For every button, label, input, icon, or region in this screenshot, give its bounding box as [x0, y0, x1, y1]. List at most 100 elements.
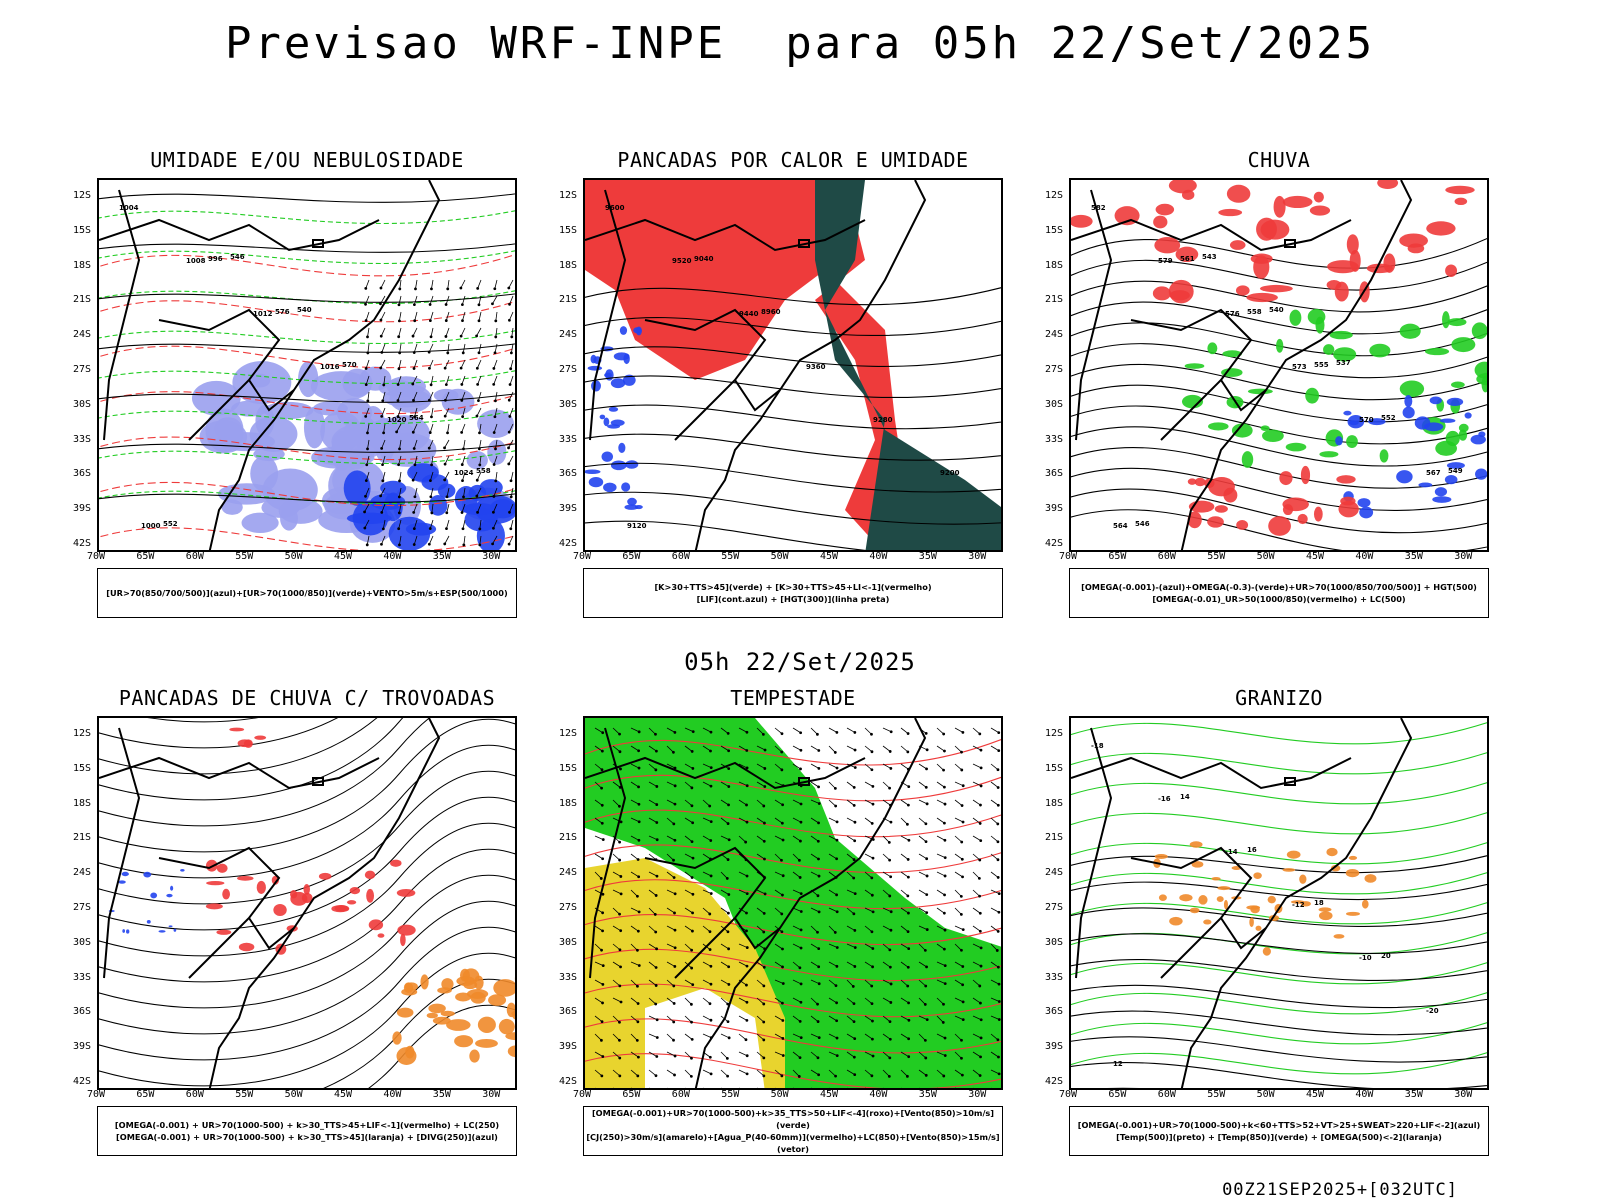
panel-3-lon-tick: 40W	[1355, 551, 1374, 562]
panel-5-lat-tick: 36S	[559, 1006, 578, 1018]
panel-3-lat-tick: 15S	[1045, 224, 1064, 236]
panel-5-lat-tick: 30S	[559, 936, 578, 948]
svg-text:552: 552	[1381, 414, 1396, 422]
panel-3-lon-tick: 60W	[1157, 551, 1176, 562]
panel-4-lat-tick: 21S	[73, 832, 92, 844]
panel-2-lat-tick: 15S	[559, 224, 578, 236]
panel-6-lon-tick: 50W	[1256, 1089, 1275, 1100]
panel-3-lat-tick: 12S	[1045, 190, 1064, 201]
panel-6-map-graphic: -18 -16 -14 -12 -10 -20 12 14 16 18 20	[1071, 718, 1487, 1088]
panel-1-lon-tick: 35W	[432, 551, 451, 562]
panel-3-lat-tick: 18S	[1045, 259, 1064, 271]
panel-6-lat-tick: 12S	[1045, 728, 1064, 739]
legend-line: [OMEGA(-0.001)-(azul)+OMEGA(-0.3)-(verde…	[1081, 582, 1477, 592]
panel-4-map	[97, 716, 517, 1090]
panel-4-lon-tick: 45W	[334, 1089, 353, 1100]
panel-4-lat-tick: 36S	[73, 1006, 92, 1018]
panel-3-lon-tick: 70W	[1059, 551, 1078, 562]
svg-text:9520: 9520	[672, 257, 692, 265]
svg-text:9200: 9200	[940, 469, 960, 477]
panel-1-lat-tick: 18S	[73, 259, 92, 271]
panel-2-lat-tick: 21S	[559, 294, 578, 306]
panel-1-lon-tick: 60W	[185, 551, 204, 562]
temp500-black-contours	[1071, 855, 1487, 1088]
panel-3-lon-tick: 50W	[1256, 551, 1275, 562]
legend-line: [LIF](cont.azul) + [HGT(300)](linha pret…	[696, 594, 890, 604]
legend-line: [OMEGA(-0.001)+UR>70(1000-500)+k<60+TTS>…	[1077, 1120, 1481, 1130]
humidity-deep-blue-area	[343, 463, 515, 550]
panel-6-lon-tick: 45W	[1306, 1089, 1325, 1100]
svg-text:558: 558	[1247, 308, 1262, 316]
svg-text:582: 582	[1091, 204, 1106, 212]
panel-4-lon-tick: 35W	[432, 1089, 451, 1100]
panel-4-lon-tick: 60W	[185, 1089, 204, 1100]
panel-5-title: TEMPESTADE	[730, 686, 856, 710]
panel-5-lat-tick: 18S	[559, 797, 578, 809]
panel-3-lat-tick: 24S	[1045, 329, 1064, 341]
svg-text:20: 20	[1381, 952, 1391, 960]
legend-line: [OMEGA(-0.001)+UR>70(1000-500)+k>35_TTS>…	[591, 1108, 995, 1130]
panel-3-lat-tick: 30S	[1045, 398, 1064, 410]
panel-5-lat-tick: 27S	[559, 902, 578, 913]
svg-text:570: 570	[342, 361, 357, 369]
legend-line: [K>30+TTS>45](verde) + [K>30+TTS>45+LI<-…	[654, 582, 932, 592]
panel-6-lat-tick: 21S	[1045, 832, 1064, 844]
panel-6-title: GRANIZO	[1235, 686, 1323, 710]
panel-3-lat-tick: 33S	[1045, 433, 1064, 445]
panel-2-lon-tick: 70W	[573, 551, 592, 562]
panel-3-lat-tick: 42S	[1045, 538, 1064, 549]
legend-line: [OMEGA(-0.001) + UR>70(1000-500) + k>30_…	[116, 1132, 498, 1142]
panel-1-lat-tick: 33S	[73, 433, 92, 445]
svg-text:537: 537	[1336, 359, 1351, 367]
panel-6-lat-tick: 24S	[1045, 867, 1064, 879]
panel-4-title: PANCADAS DE CHUVA C/ TROVOADAS	[118, 686, 496, 710]
svg-text:540: 540	[297, 306, 312, 314]
panel-5-lon-tick: 45W	[820, 1089, 839, 1100]
panel-5-lon-tick: 50W	[770, 1089, 789, 1100]
svg-text:12: 12	[1113, 1060, 1123, 1068]
hgt500-labels: 582 579 576 573 570 567 564 561 558 555 552 549 546 5…	[1091, 204, 1463, 530]
panel-3-legend: [OMEGA(-0.001)-(azul)+OMEGA(-0.3)-(verde…	[1069, 568, 1489, 618]
panel-1-lat-tick: 24S	[73, 329, 92, 341]
svg-text:573: 573	[1292, 363, 1307, 371]
wind-vectors-850	[594, 727, 1001, 1088]
panel-2-lat-tick: 27S	[559, 364, 578, 375]
wind-vectors	[363, 279, 514, 547]
svg-text:14: 14	[1180, 793, 1190, 801]
panel-1-lat-tick: 12S	[73, 190, 92, 201]
panel-4-lat-tick: 33S	[73, 971, 92, 983]
legend-line: [OMEGA(-0.01)_UR>50(1000/850)(vermelho) …	[1152, 594, 1406, 604]
panel-6-lat-tick: 42S	[1045, 1076, 1064, 1087]
panel-5-lat-tick: 15S	[559, 762, 578, 774]
svg-text:1000: 1000	[141, 522, 161, 530]
panel-4-lon-tick: 50W	[284, 1089, 303, 1100]
panel-5-lat-tick: 12S	[559, 728, 578, 739]
main-title: Previsao WRF-INPE para 05h 22/Set/2025	[224, 18, 1376, 69]
blue-divergence-areas	[108, 868, 185, 934]
panel-1-lon-tick: 70W	[87, 551, 106, 562]
svg-text:9280: 9280	[873, 416, 893, 424]
panel-2-lon-tick: 35W	[918, 551, 937, 562]
svg-text:-20: -20	[1426, 1007, 1439, 1015]
panel-2-lat-tick: 36S	[559, 468, 578, 480]
panel-2-lat-tick: 33S	[559, 433, 578, 445]
svg-text:9440: 9440	[739, 310, 759, 318]
legend-line: [CJ(250)>30m/s](amarelo)+[Agua_P(40-60mm…	[586, 1132, 1000, 1154]
pressure-labels: 1004 1008 1012 1016 1020 1024 1000 996 576 570 564…	[119, 204, 491, 530]
svg-text:-10: -10	[1359, 954, 1372, 962]
svg-text:549: 549	[1448, 467, 1463, 475]
run-info: 00Z21SEP2025+[032UTC]	[1222, 1180, 1458, 1200]
coastline	[1071, 718, 1413, 1088]
panel-5-lat-tick: 39S	[559, 1041, 578, 1053]
svg-text:567: 567	[1426, 469, 1441, 477]
red-omega-areas	[1071, 180, 1475, 304]
panel-3-lon-tick: 55W	[1207, 551, 1226, 562]
panel-3-title: CHUVA	[1247, 148, 1311, 172]
temp850-green-contours	[1071, 721, 1487, 1075]
panel-6-lon-tick: 55W	[1207, 1089, 1226, 1100]
svg-text:-12: -12	[1292, 901, 1305, 909]
svg-text:576: 576	[1225, 310, 1240, 318]
orange-omega-areas	[1153, 841, 1377, 956]
legend-line: [Temp(500)](preto) + [Temp(850)](verde) …	[1116, 1132, 1442, 1142]
panel-4-lon-tick: 70W	[87, 1089, 106, 1100]
